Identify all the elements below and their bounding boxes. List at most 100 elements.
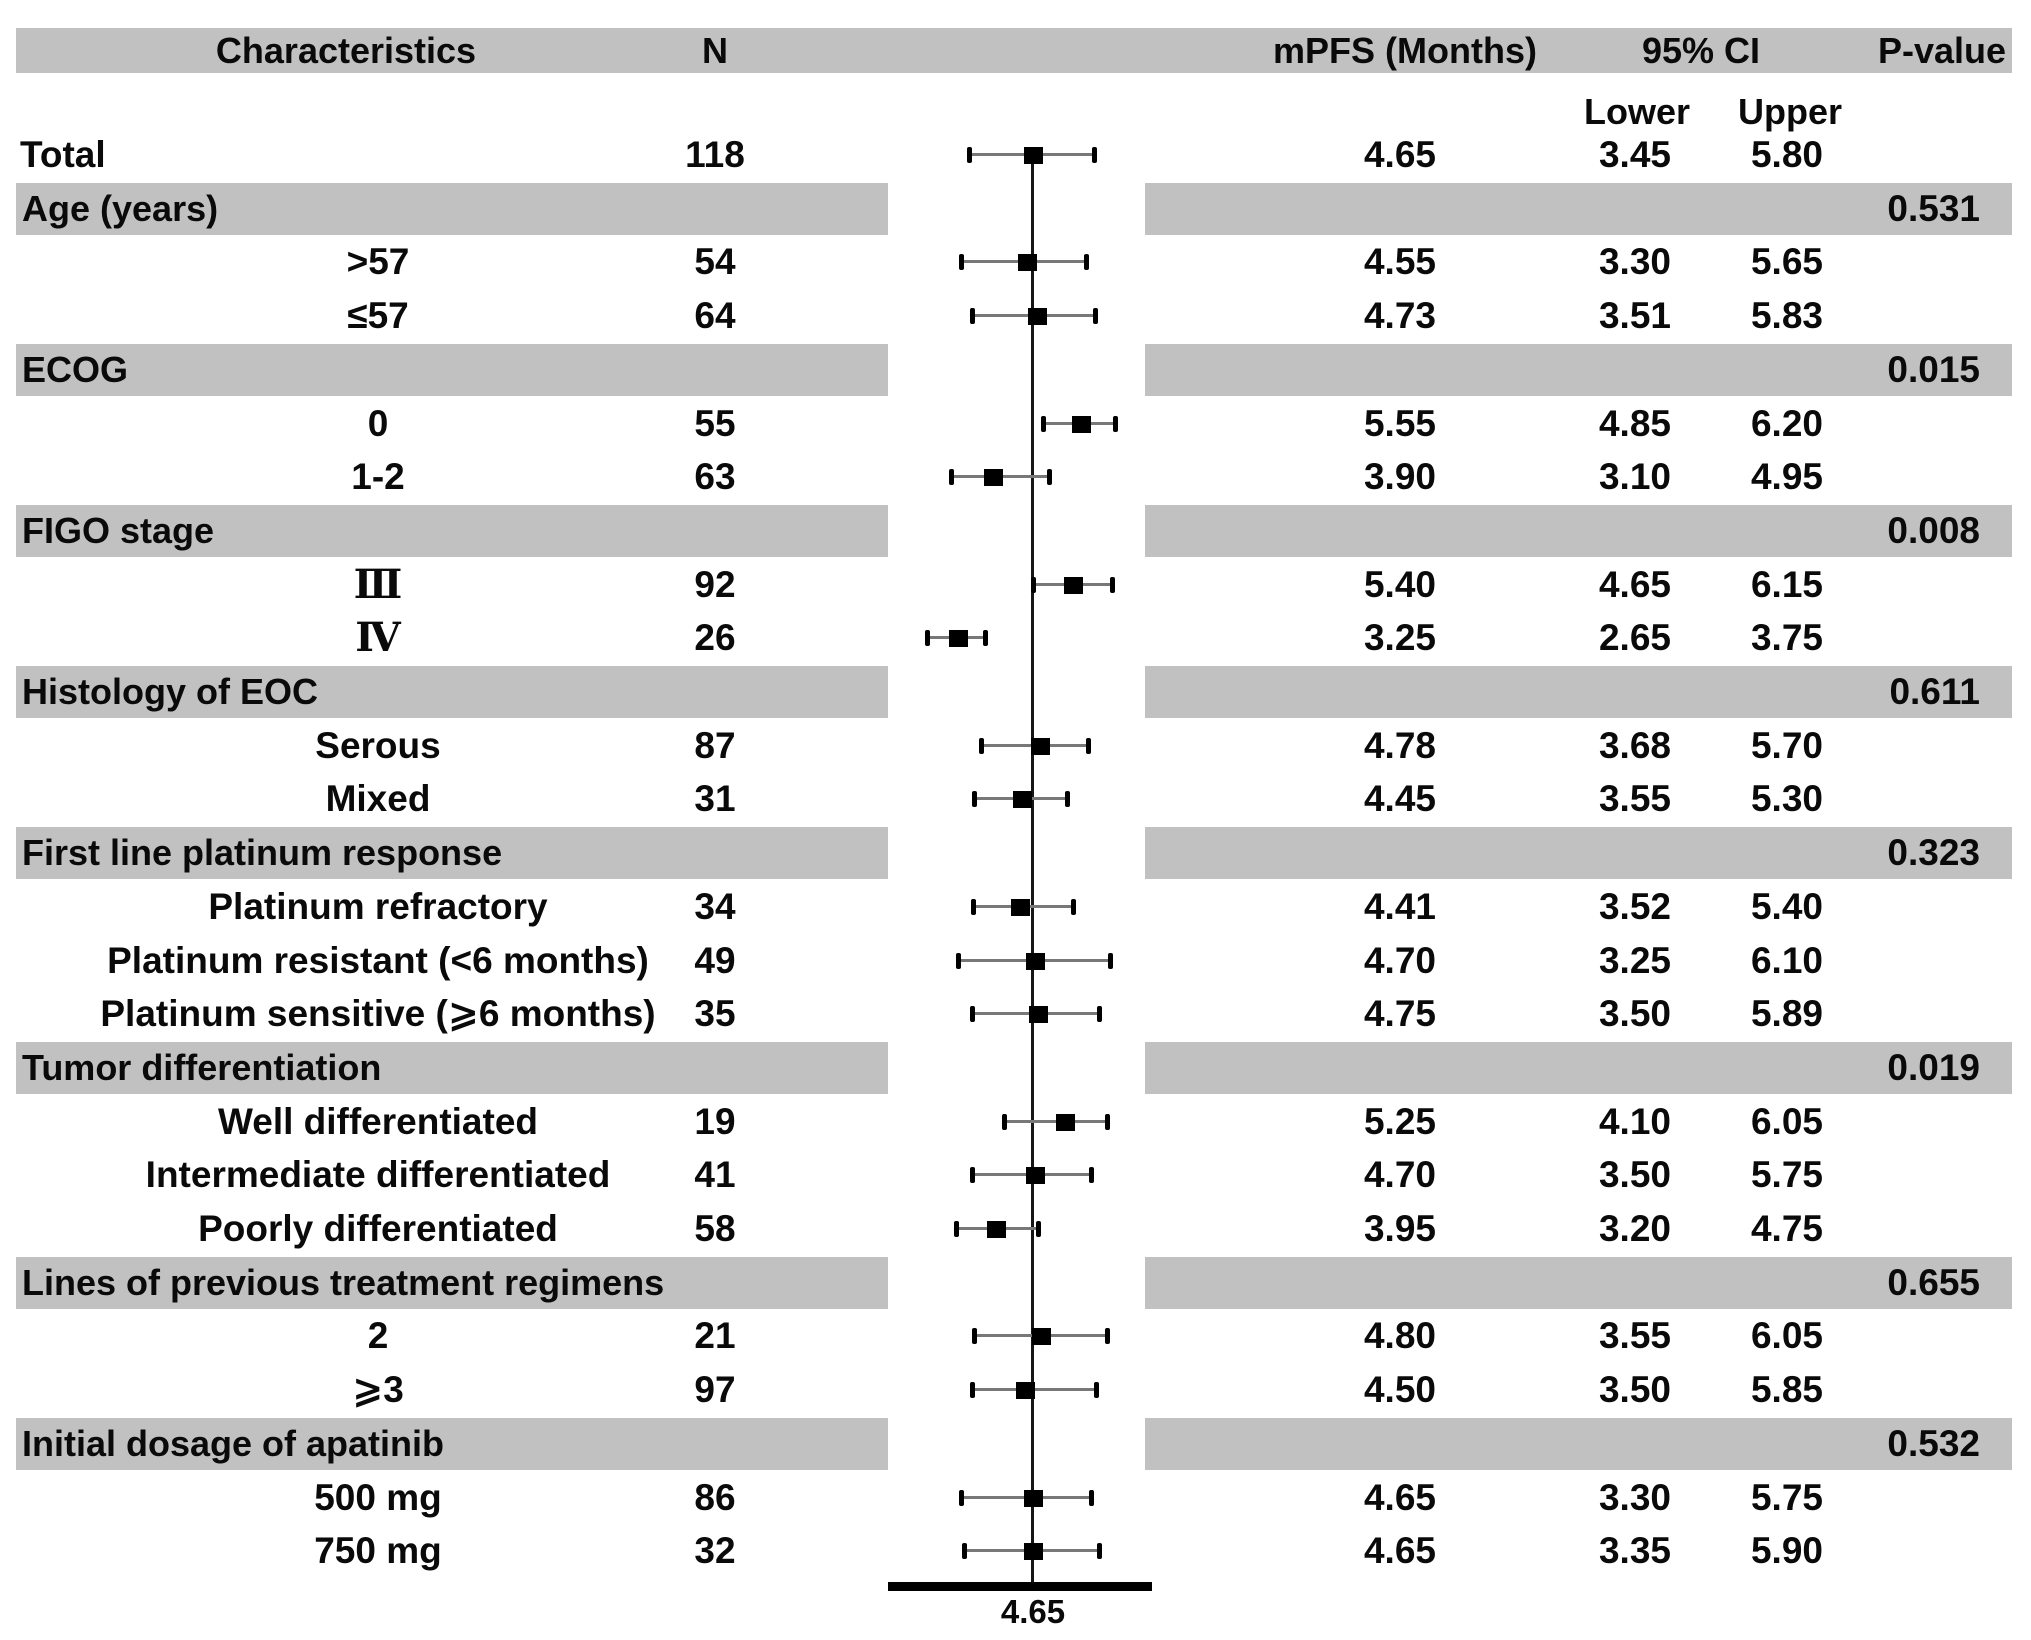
ci-upper-cap [1065,791,1071,808]
row-n: 55 [694,402,736,444]
ci-lower-cap [1030,576,1036,593]
forest-row: 1-2 63 3.90 3.10 4.95 [0,450,2031,504]
subheader-lower: Lower [1583,91,1690,132]
row-n: 64 [694,295,736,337]
section-row: FIGO stage 0.008 [0,504,2031,558]
section-bar-right: 0.531 [1145,182,2012,235]
ci-lower-cap [948,469,954,486]
row-ci-lower: 3.50 [1598,993,1671,1035]
row-n: 54 [694,241,736,283]
row-mpfs: 3.95 [1363,1208,1436,1249]
section-label: Histology of EOC [22,671,318,712]
row-ci-upper: 6.15 [1750,563,1823,605]
row-label: Total [20,134,106,175]
row-ci-lower: 3.55 [1598,1315,1671,1357]
section-row: Age (years) 0.531 [0,182,2031,236]
forest-row: Ⅲ 92 5.40 4.65 6.15 [0,558,2031,612]
ci-upper-cap [1083,254,1089,271]
section-bar-right: 0.532 [1145,1417,2012,1470]
row-mpfs: 4.41 [1363,885,1436,927]
point-estimate-marker [1011,898,1031,916]
point-estimate-marker [1026,1167,1046,1185]
row-ci-plot [890,289,1150,343]
section-label: First line platinum response [22,832,503,874]
forest-row: 500 mg 86 4.65 3.30 5.75 [0,1471,2031,1525]
row-ci-lower: 3.50 [1598,1369,1671,1411]
ci-upper-cap [1113,415,1118,432]
point-estimate-marker [1015,1382,1035,1400]
header-mpfs: mPFS (Months) [1273,30,1537,71]
row-mpfs: 5.40 [1363,563,1436,605]
row-mpfs: 5.55 [1363,402,1436,444]
forest-row: 750 mg 32 4.65 3.35 5.90 [0,1524,2031,1578]
row-ci-upper: 5.85 [1750,1369,1823,1411]
row-n: 21 [694,1315,736,1357]
section-row: ECOG 0.015 [0,343,2031,397]
row-ci-upper: 5.75 [1750,1154,1823,1196]
ci-lower-cap [959,1489,965,1506]
row-n: 92 [694,563,736,605]
row-ci-upper: 5.75 [1750,1476,1823,1518]
ci-lower-cap [972,1328,978,1345]
row-ci-lower: 3.10 [1598,456,1671,498]
row-ci-upper: 5.65 [1750,241,1823,283]
point-estimate-marker [1023,1543,1043,1561]
point-estimate-marker [949,630,969,648]
row-mpfs: 5.25 [1363,1100,1436,1142]
forest-row: Platinum refractory 34 4.41 3.52 5.40 [0,880,2031,934]
point-estimate-marker [1013,791,1033,809]
row-ci-plot [890,450,1150,504]
ci-lower-cap [969,1167,975,1184]
reference-line [1031,155,1034,1587]
section-label: Initial dosage of apatinib [22,1422,445,1464]
section-bar-left: Tumor differentiation [16,1041,888,1094]
row-mpfs: 4.73 [1363,295,1436,337]
ci-lower-cap [969,1006,975,1023]
forest-row: Platinum sensitive (⩾6 months) 35 4.75 3… [0,987,2031,1041]
row-ci-lower: 2.65 [1598,617,1671,659]
ci-upper-cap [1091,147,1097,163]
section-bar-left: ECOG [16,343,888,396]
row-ci-upper: 3.75 [1750,617,1823,659]
row-ci-lower: 3.45 [1598,134,1671,175]
row-ci-upper: 5.90 [1750,1530,1823,1572]
row-n: 34 [694,885,736,927]
ci-upper-cap [1089,1167,1095,1184]
point-estimate-marker [1018,254,1038,272]
point-estimate-marker [1029,1006,1049,1024]
ci-upper-cap [1046,469,1052,486]
row-label: 1-2 [351,456,405,498]
row-ci-plot [890,1202,1150,1256]
row-label: >57 [346,241,410,283]
row-label: Platinum sensitive (⩾6 months) [100,993,656,1035]
row-ci-plot [890,719,1150,773]
row-mpfs: 4.70 [1363,939,1436,981]
forest-row: 0 55 5.55 4.85 6.20 [0,397,2031,451]
section-row: Histology of EOC 0.611 [0,665,2031,719]
row-mpfs: 4.45 [1363,778,1436,820]
header-pvalue: P-value [1877,30,2006,71]
ci-upper-cap [1096,1006,1102,1023]
ci-lower-cap [969,1382,975,1399]
row-n: 58 [694,1208,736,1249]
row-n: 97 [694,1369,736,1411]
row-label: Intermediate differentiated [145,1154,611,1196]
row-ci-plot [890,1148,1150,1202]
row-ci-plot [890,987,1150,1041]
row-mpfs: 4.65 [1363,1476,1436,1518]
row-ci-lower: 3.30 [1598,1476,1671,1518]
row-ci-upper: 4.95 [1750,456,1823,498]
forest-row: Platinum resistant (<6 months) 49 4.70 3… [0,934,2031,988]
point-estimate-marker [1030,737,1050,755]
section-label: ECOG [22,348,129,390]
ci-upper-cap [1093,308,1099,325]
ci-lower-cap [953,1221,959,1237]
header-bar [16,28,2012,73]
row-ci-upper: 5.40 [1750,885,1823,927]
row-ci-upper: 5.70 [1750,724,1823,766]
row-ci-plot [890,1363,1150,1417]
row-ci-plot [890,128,1150,182]
section-bar-left: Initial dosage of apatinib [16,1417,888,1470]
row-ci-upper: 6.20 [1750,402,1823,444]
